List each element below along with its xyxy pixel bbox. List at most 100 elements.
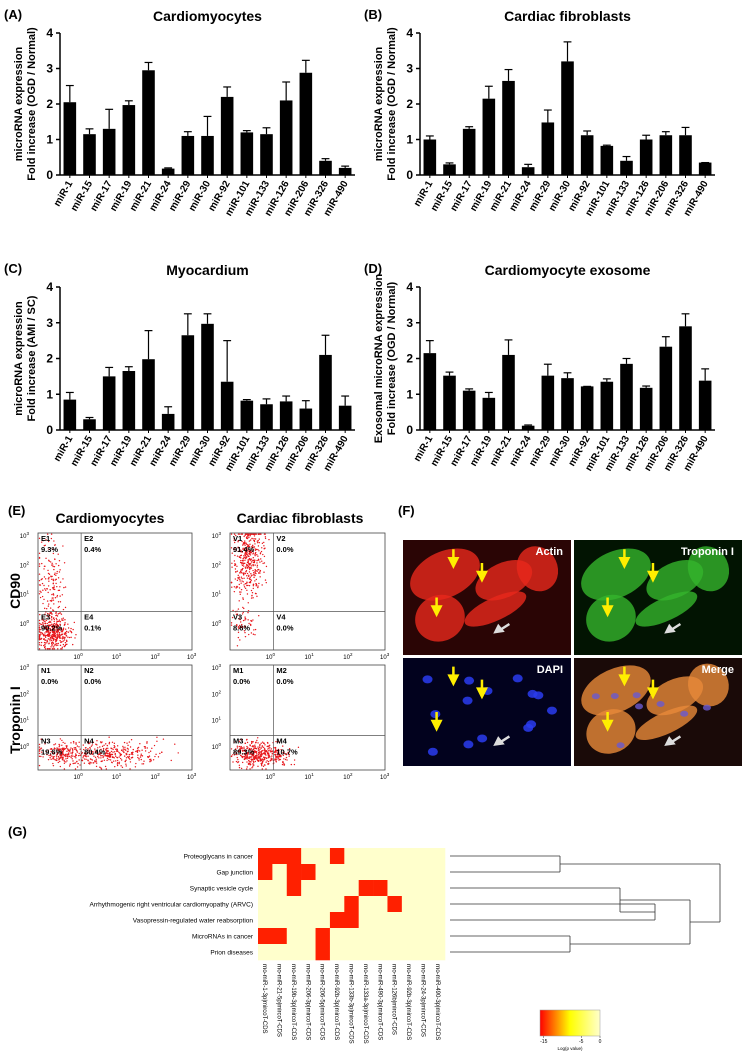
event-dot xyxy=(108,736,110,738)
event-dot xyxy=(240,748,242,750)
event-dot xyxy=(241,753,244,755)
event-dot xyxy=(132,753,134,756)
cell xyxy=(410,548,480,601)
event-dot xyxy=(282,760,284,763)
event-dot xyxy=(137,749,139,751)
event-dot xyxy=(230,622,233,624)
event-dot xyxy=(47,591,49,594)
arrow xyxy=(475,679,488,700)
event-dot xyxy=(260,742,262,744)
event-dot xyxy=(261,764,263,767)
event-dot xyxy=(46,639,48,642)
event-dot xyxy=(246,537,249,540)
cell xyxy=(581,548,651,601)
x-tick-label: 100 xyxy=(74,772,84,781)
event-dot xyxy=(139,756,142,758)
tick-exponent: 3 xyxy=(387,772,390,777)
event-dot xyxy=(240,767,243,770)
event-dot xyxy=(61,747,64,749)
event-dot xyxy=(235,753,238,755)
event-dot xyxy=(239,639,241,641)
event-dot xyxy=(245,542,247,544)
event-dot xyxy=(246,563,248,566)
event-dot xyxy=(61,756,63,758)
bar xyxy=(142,359,155,430)
event-dot xyxy=(236,555,239,557)
event-dot xyxy=(74,755,77,757)
event-dot xyxy=(236,745,239,747)
arrow xyxy=(646,563,659,583)
event-dot xyxy=(244,551,247,553)
event-dot xyxy=(253,535,256,537)
tick-base: 10 xyxy=(380,775,387,781)
event-dot xyxy=(123,755,126,757)
event-dot xyxy=(101,745,104,748)
event-dot xyxy=(61,594,64,596)
event-dot xyxy=(49,640,51,642)
tick-exponent: 3 xyxy=(387,652,390,657)
event-dot xyxy=(249,568,251,570)
event-dot xyxy=(247,545,249,548)
event-dot xyxy=(100,742,102,744)
event-dot xyxy=(249,533,251,535)
cell xyxy=(586,594,636,642)
event-dot xyxy=(59,569,61,571)
event-dot xyxy=(42,618,45,620)
event-dot xyxy=(74,753,77,755)
event-dot xyxy=(246,761,248,763)
tick-exponent: 2 xyxy=(218,560,221,565)
event-dot xyxy=(49,757,51,759)
event-dot xyxy=(61,754,63,756)
event-dot xyxy=(74,768,77,770)
tick-exponent: 2 xyxy=(350,772,353,777)
y-axis-label: microRNA expression xyxy=(373,46,385,161)
tick-base: 10 xyxy=(151,655,158,661)
event-dot xyxy=(51,643,53,646)
event-dot xyxy=(235,748,237,750)
y-axis-label: Fold increase (OGD / Normal) xyxy=(386,281,398,435)
event-dot xyxy=(254,746,257,748)
colorbar-tick-label: -15 xyxy=(540,1039,547,1045)
event-dot xyxy=(252,561,255,564)
event-dot xyxy=(60,630,63,633)
event-dot xyxy=(55,629,57,631)
heatmap-cell xyxy=(301,912,316,929)
event-dot xyxy=(41,619,43,621)
event-dot xyxy=(57,601,60,603)
event-dot xyxy=(111,741,114,743)
event-dot xyxy=(258,751,260,754)
event-dot xyxy=(249,756,251,758)
tick-base: 10 xyxy=(266,655,273,661)
bar xyxy=(462,390,476,430)
event-dot xyxy=(250,753,253,756)
event-dot xyxy=(233,533,236,535)
event-dot xyxy=(59,586,61,588)
event-dot xyxy=(44,636,47,639)
event-dot xyxy=(236,585,238,588)
bar xyxy=(620,363,633,430)
event-dot xyxy=(53,603,55,605)
event-dot xyxy=(59,621,62,623)
event-dot xyxy=(110,761,113,763)
arrow xyxy=(430,712,443,732)
quadrant-name: N4 xyxy=(84,736,94,745)
bar xyxy=(561,61,574,175)
heatmap-cell xyxy=(286,928,302,945)
heatmap-cell xyxy=(315,912,331,929)
heatmap-cell xyxy=(344,944,359,961)
quadrant-percent: 0.0% xyxy=(276,677,293,686)
bar xyxy=(443,164,456,175)
event-dot xyxy=(233,541,236,544)
image-label: DAPI xyxy=(537,664,563,676)
event-dot xyxy=(237,750,240,752)
event-dot xyxy=(117,750,119,753)
event-dot xyxy=(254,634,256,636)
event-dot xyxy=(45,634,47,637)
event-dot xyxy=(89,753,91,755)
event-dot xyxy=(61,739,63,742)
event-dot xyxy=(61,648,63,650)
bar xyxy=(63,102,77,175)
event-dot xyxy=(63,762,66,764)
event-dot xyxy=(279,754,282,757)
event-dot xyxy=(42,622,44,624)
